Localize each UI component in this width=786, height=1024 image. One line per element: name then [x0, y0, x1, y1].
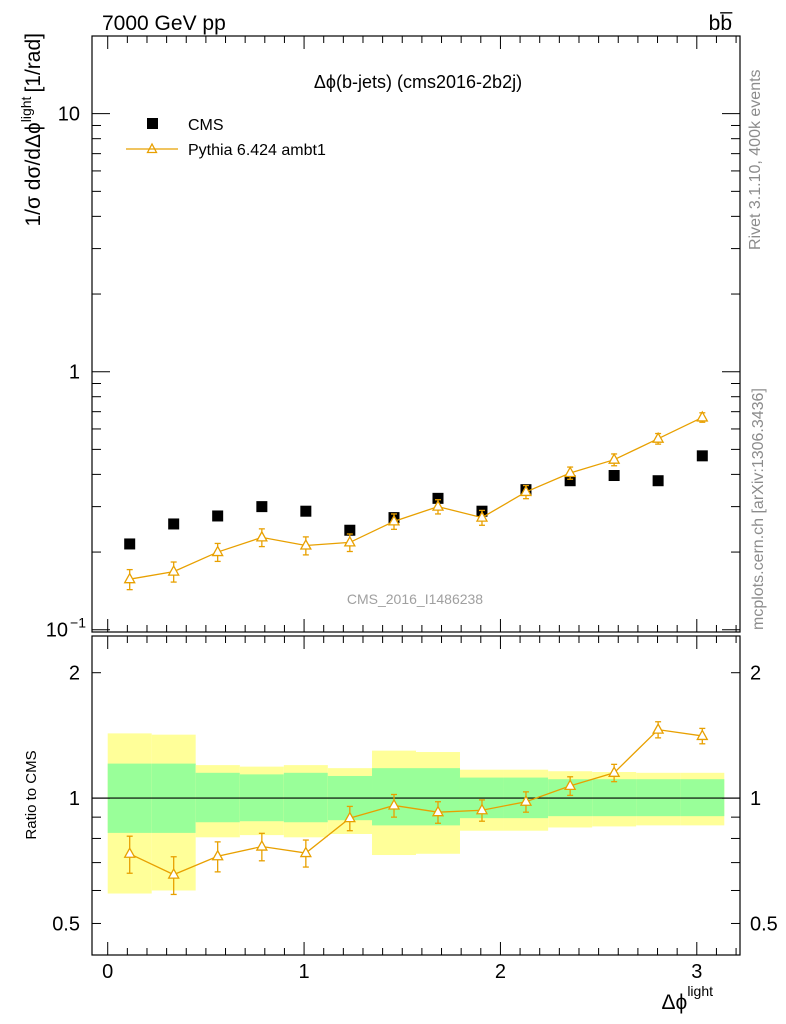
- pythia-point: [211, 545, 224, 557]
- legend-marker-pythia: [146, 142, 158, 154]
- ratio-pythia-point: [123, 846, 136, 858]
- cms-data-point: [256, 501, 268, 513]
- header-left: 7000 GeV pp: [102, 12, 226, 35]
- x-axis-title-main: Δϕ: [662, 991, 688, 1014]
- y-tick-label: 10: [58, 104, 80, 126]
- ratio-pythia-point: [519, 794, 533, 806]
- pythia-point: [608, 452, 621, 464]
- ratio-y-tick-label-right: 0.5: [750, 913, 778, 935]
- ratio-y-tick-label-right: 1: [750, 788, 761, 810]
- pythia-line: [129, 416, 703, 580]
- ratio-pythia-line: [129, 728, 703, 876]
- mcplots-label: mcplots.cern.ch [arXiv:1306.3436]: [750, 388, 767, 630]
- y-tick-label: 10: [46, 620, 68, 642]
- ratio-y-tick-label: 1: [69, 788, 80, 810]
- pythia-point: [431, 499, 445, 511]
- ratio-pythia-point: [255, 839, 268, 851]
- legend-label-pythia: Pythia 6.424 ambt1: [188, 142, 326, 159]
- ratio-pythia-point: [167, 867, 180, 879]
- analysis-watermark: CMS_2016_I1486238: [347, 591, 483, 607]
- y-axis-title-sup: light: [18, 96, 34, 122]
- pythia-point: [475, 510, 489, 522]
- cms-data-point: [212, 510, 224, 522]
- pythia-point: [652, 431, 665, 443]
- legend: CMS Pythia 6.424 ambt1: [126, 117, 326, 159]
- y-axis-title-unit: [1/rad]: [22, 33, 45, 93]
- ratio-axis-title: Ratio to CMS: [23, 750, 40, 839]
- cms-data-point: [564, 475, 576, 487]
- ratio-pythia-point: [299, 846, 312, 858]
- ratio-pythia-point: [652, 722, 665, 734]
- x-tick-label: 2: [495, 961, 506, 983]
- cms-data-point: [432, 492, 444, 504]
- ratio-pythia-point: [431, 805, 445, 817]
- legend-marker-cms: [147, 118, 158, 129]
- ratio-pythia-point: [211, 849, 224, 861]
- rivet-label: Rivet 3.1.10, 400k events: [747, 69, 764, 250]
- header-right: bb̅: [709, 12, 734, 35]
- ratio-frame: [91, 635, 741, 956]
- pythia-point: [123, 572, 136, 584]
- y-tick-label: 1: [69, 362, 80, 384]
- cms-data-point: [168, 518, 180, 530]
- cms-data-point: [696, 450, 708, 462]
- y-tick-label-exp: −1: [70, 615, 86, 631]
- cms-data-point: [300, 505, 312, 517]
- pythia-point: [343, 535, 356, 547]
- ratio-pythia-point: [475, 803, 489, 815]
- x-tick-label: 3: [691, 961, 702, 983]
- ratio-y-tick-label: 2: [69, 663, 80, 685]
- cms-data-point: [344, 524, 356, 536]
- main-panel: Δϕ(b-jets) (cms2016-2b2j) CMS_2016_I1486…: [18, 33, 741, 642]
- cms-data-point: [124, 538, 136, 550]
- x-tick-label: 1: [299, 961, 310, 983]
- pythia-point: [564, 466, 577, 478]
- x-axis-title-sup: light: [687, 983, 713, 999]
- ratio-panel: Ratio to CMS Δϕlight 0 1 2 3 0.5 0.5 1 1 2 2: [23, 635, 778, 1014]
- pythia-point: [255, 530, 268, 542]
- pythia-point: [167, 564, 180, 576]
- ratio-pythia-point: [387, 798, 401, 810]
- pythia-point: [387, 514, 401, 526]
- plot-title: Δϕ(b-jets) (cms2016-2b2j): [314, 72, 522, 92]
- y-axis-title-main: 1/σ dσ/dΔϕ: [22, 122, 45, 226]
- pythia-point: [519, 485, 533, 497]
- legend-label-cms: CMS: [188, 117, 224, 134]
- ratio-y-tick-label-right: 2: [750, 663, 761, 685]
- ratio-pythia-point: [608, 765, 621, 777]
- cms-data-point: [608, 470, 620, 482]
- ratio-pythia-point: [343, 811, 356, 823]
- x-tick-label: 0: [102, 961, 113, 983]
- ratio-y-tick-label: 0.5: [52, 913, 80, 935]
- cms-data-point: [652, 475, 664, 487]
- y-axis-title: 1/σ dσ/dΔϕlight [1/rad]: [18, 33, 45, 227]
- pythia-point: [696, 410, 709, 422]
- x-axis-title: Δϕlight: [662, 983, 714, 1014]
- ratio-pythia-point: [564, 779, 577, 790]
- ratio-pythia-point: [696, 729, 709, 741]
- pythia-point: [299, 538, 312, 550]
- main-frame: [91, 35, 741, 633]
